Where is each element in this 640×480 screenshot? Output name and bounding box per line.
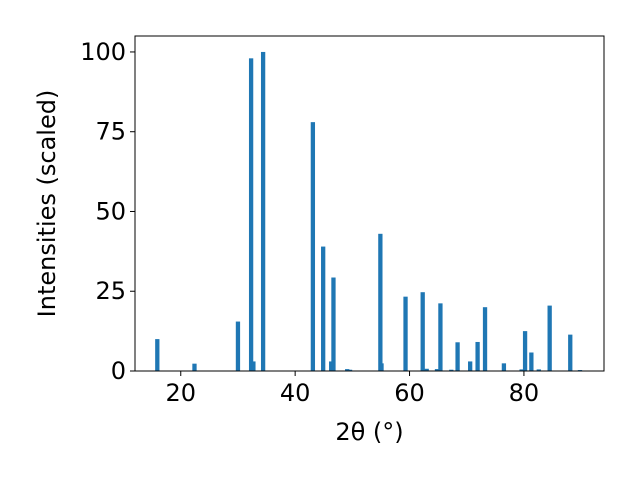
x-tick-label: 80: [509, 379, 540, 407]
bar: [501, 363, 507, 371]
bar: [449, 369, 454, 371]
bars: [155, 51, 583, 371]
bar: [347, 369, 353, 371]
bar: [321, 246, 326, 371]
bar: [420, 292, 425, 371]
bar: [434, 369, 440, 371]
x-axis-label: 2θ (°): [335, 418, 403, 446]
bar: [475, 341, 480, 371]
bar: [424, 368, 429, 371]
bar: [155, 339, 160, 371]
y-axis: 0 25 50 75 100: [80, 38, 135, 385]
bar: [329, 361, 334, 371]
bar: [192, 363, 197, 371]
y-tick-label: 25: [95, 277, 126, 305]
plot-frame: [134, 35, 605, 372]
bar: [482, 307, 488, 371]
bar: [378, 233, 383, 371]
y-tick-label: 0: [111, 357, 126, 385]
bar: [235, 321, 241, 371]
x-tick-label: 20: [165, 379, 196, 407]
bar: [547, 305, 552, 371]
bar: [260, 51, 266, 371]
y-tick-label: 50: [95, 197, 126, 225]
bar: [310, 122, 316, 371]
x-tick-label: 40: [280, 379, 311, 407]
bar: [468, 361, 473, 371]
bar: [331, 277, 336, 371]
bar: [519, 369, 524, 371]
bar: [522, 331, 528, 371]
bar: [345, 369, 350, 371]
x-axis: 20 40 60 80: [165, 371, 539, 407]
x-tick-label: 60: [394, 379, 425, 407]
y-axis-label: Intensities (scaled): [33, 90, 61, 318]
bar: [529, 352, 534, 371]
bar: [455, 342, 460, 371]
bar: [536, 369, 541, 371]
bar: [379, 363, 384, 371]
bar: [251, 361, 256, 371]
bar: [438, 303, 443, 371]
y-tick-label: 75: [95, 118, 126, 146]
y-tick-label: 100: [80, 38, 126, 66]
bar: [568, 334, 573, 371]
bar: [248, 58, 254, 371]
bar: [403, 296, 408, 371]
